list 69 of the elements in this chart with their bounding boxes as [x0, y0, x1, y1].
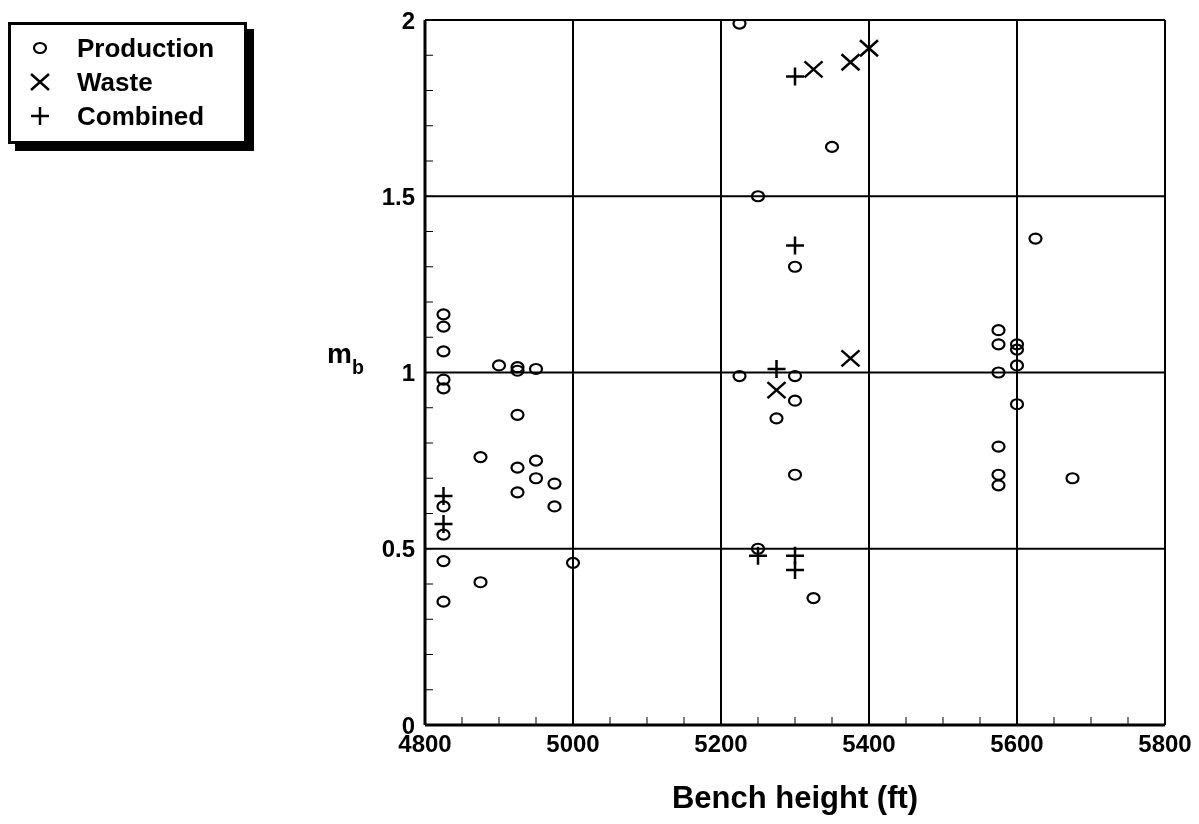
y-tick-label: 1: [401, 359, 415, 387]
point: [510, 486, 525, 499]
legend-label: Combined: [77, 100, 205, 132]
point: [784, 235, 806, 256]
point: [436, 554, 451, 568]
point: [787, 260, 803, 273]
y-tick-label: 2: [401, 6, 415, 34]
point: [769, 412, 784, 425]
point: [1009, 338, 1025, 351]
point: [436, 373, 451, 386]
y-tick-label: 1.5: [381, 182, 415, 210]
point: [803, 60, 824, 79]
point: [433, 513, 454, 535]
point: [750, 190, 766, 203]
legend-label: Production: [77, 32, 215, 64]
point: [991, 479, 1006, 492]
point: [473, 576, 488, 589]
point: [991, 366, 1006, 379]
point: [528, 454, 544, 467]
point: [436, 308, 451, 321]
point: [840, 349, 861, 368]
point: [766, 358, 787, 380]
point: [732, 369, 747, 383]
x-tick-label: 5400: [842, 730, 896, 758]
point: [991, 468, 1006, 481]
point: [806, 592, 821, 605]
point: [1009, 398, 1025, 411]
x-tick-label: 5200: [694, 730, 748, 758]
point: [824, 140, 840, 153]
point: [784, 66, 806, 87]
legend-label: Waste: [77, 66, 153, 98]
point: [436, 382, 451, 395]
point: [1028, 232, 1043, 245]
point: [1009, 359, 1025, 372]
x-axis-title: Bench height (ft): [671, 780, 919, 815]
point: [840, 53, 861, 72]
point: [491, 359, 507, 372]
point: [528, 472, 544, 485]
point: [858, 38, 880, 58]
point: [991, 440, 1006, 453]
y-axis-title: m$_{b}$: [327, 337, 364, 378]
point: [547, 477, 562, 490]
point: [436, 595, 451, 608]
point: [787, 369, 803, 383]
point: [565, 556, 581, 569]
point: [436, 320, 451, 333]
point: [766, 380, 787, 400]
point: [528, 362, 544, 376]
point: [784, 559, 806, 581]
point: [750, 542, 766, 555]
point: [436, 500, 451, 513]
y-tick-label: 0.5: [381, 535, 415, 563]
point: [747, 545, 769, 567]
point: [991, 338, 1006, 351]
point: [547, 500, 562, 513]
point: [787, 394, 803, 407]
x-tick-label: 5000: [546, 730, 600, 758]
point: [1009, 343, 1025, 356]
point: [436, 528, 451, 541]
point: [473, 451, 488, 464]
point: [1065, 472, 1080, 485]
point: [436, 345, 451, 358]
x-tick-label: 5600: [990, 730, 1044, 758]
point: [991, 324, 1006, 337]
point: [510, 408, 525, 421]
point: [510, 461, 525, 474]
point: [433, 485, 454, 507]
x-tick-label: 5800: [1138, 730, 1192, 758]
point: [787, 468, 803, 481]
